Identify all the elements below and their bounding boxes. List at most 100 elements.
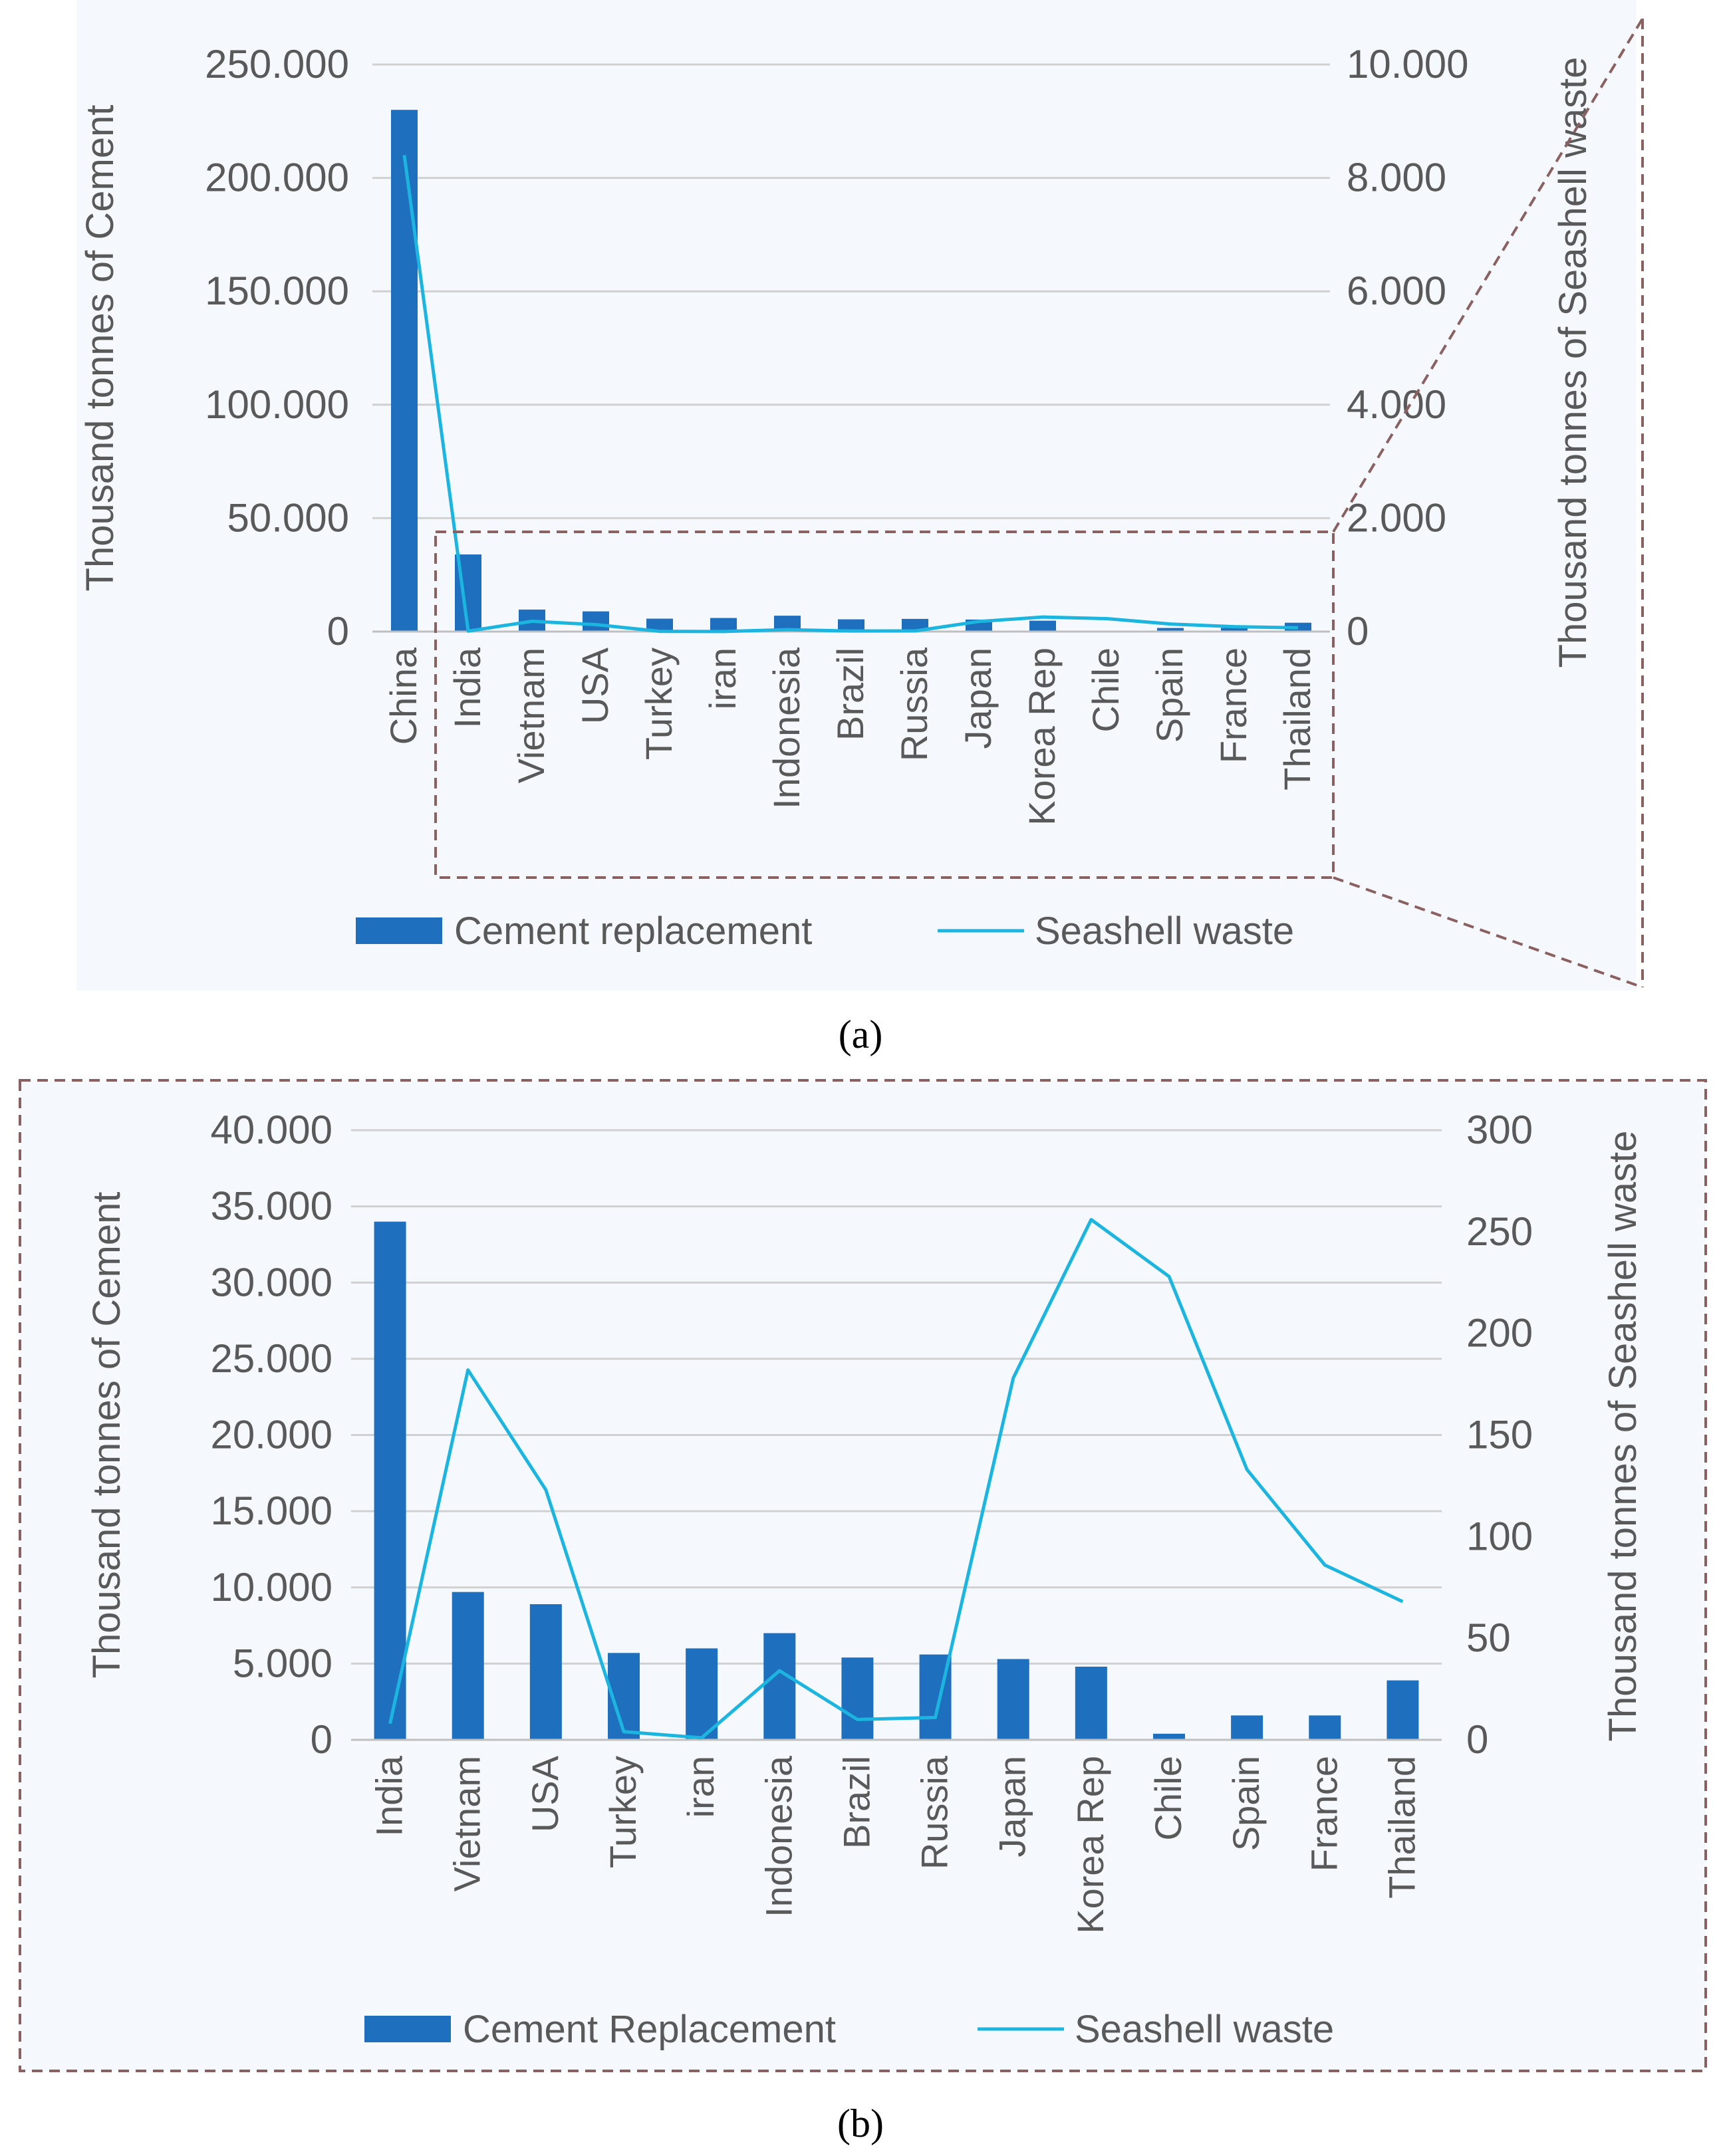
chart-a-left-tick-label: 250.000 <box>205 42 349 86</box>
chart-a-bar-turkey <box>646 618 673 632</box>
chart-b-category-label: Japan <box>992 1756 1033 1857</box>
chart-a-right-tick-label: 10.000 <box>1347 42 1469 86</box>
chart-a-background <box>76 0 1636 991</box>
chart-b-category-label: Korea Rep <box>1069 1756 1111 1934</box>
panel-label-b: (b) <box>837 2101 884 2145</box>
chart-b-legend-bar-swatch <box>364 2016 451 2042</box>
chart-a-right-tick-label: 6.000 <box>1347 269 1446 313</box>
chart-b-category-label: India <box>368 1755 410 1836</box>
chart-b-right-tick-label: 100 <box>1466 1514 1533 1558</box>
chart-a-right-tick-label: 2.000 <box>1347 495 1446 540</box>
chart-b-left-tick-label: 25.000 <box>210 1336 332 1381</box>
chart-b: 0 5.000 10.000 15.000 20.000 25.000 30.000 35.0… <box>19 1079 1707 2072</box>
chart-a-category-label: Brazil <box>829 648 871 741</box>
chart-a-bar-france <box>1221 628 1248 632</box>
chart-a-category-label: Chile <box>1085 648 1126 733</box>
chart-b-right-tick-label: 150 <box>1466 1413 1533 1457</box>
chart-a-bar-spain <box>1157 628 1184 632</box>
chart-b-left-tick-label: 15.000 <box>210 1489 332 1533</box>
chart-a-left-axis-title: Thousand tonnes of Cement <box>78 105 122 592</box>
zoom-connectors <box>434 17 1644 989</box>
chart-a-category-label: Turkey <box>638 648 680 760</box>
chart-b-category-label: Indonesia <box>757 1755 799 1917</box>
chart-a-bar-usa <box>583 611 609 632</box>
chart-a-category-label: Vietnam <box>510 648 552 783</box>
chart-a-category-label: Thailand <box>1276 648 1318 790</box>
chart-b-bar-india <box>374 1221 406 1740</box>
chart-b-bar-spain <box>1231 1715 1263 1740</box>
chart-a-category-label: China <box>382 647 424 745</box>
chart-a-category-label: Korea Rep <box>1021 648 1063 826</box>
chart-a-left-tick-label: 50.000 <box>227 495 349 540</box>
chart-a-bar-iran <box>710 618 737 632</box>
chart-b-right-tick-label: 0 <box>1466 1717 1488 1762</box>
chart-b-left-tick-label: 30.000 <box>210 1260 332 1304</box>
panel-label-a: (a) <box>838 1013 883 1056</box>
chart-b-bar-chile <box>1153 1733 1185 1740</box>
chart-b-category-label: iran <box>680 1756 722 1818</box>
chart-a-right-tick-label: 0 <box>1347 609 1369 654</box>
chart-a-category-label: India <box>446 647 488 728</box>
chart-b-background <box>20 1080 1706 2071</box>
chart-b-left-tick-label: 20.000 <box>210 1413 332 1457</box>
chart-b-legend-bar-label: Cement Replacement <box>463 2008 836 2051</box>
chart-b-category-label: Vietnam <box>446 1756 488 1891</box>
chart-a-left-tick-label: 0 <box>327 609 349 654</box>
chart-a-seashell-line <box>402 155 1299 634</box>
chart-a-category-label: USA <box>574 647 616 724</box>
chart-b-category-label: Chile <box>1147 1756 1189 1841</box>
chart-a-category-label: Indonesia <box>765 647 807 809</box>
chart-b-legend-line-label: Seashell waste <box>1075 2008 1334 2051</box>
chart-b-right-tick-label: 50 <box>1466 1616 1511 1660</box>
chart-b-bar-vietnam <box>452 1592 484 1740</box>
chart-b-category-label: Russia <box>914 1755 956 1869</box>
chart-b-left-tick-label: 0 <box>311 1717 332 1762</box>
chart-a-right-tick-label: 8.000 <box>1347 156 1446 200</box>
chart-a-category-label: iran <box>702 648 743 709</box>
chart-b-left-tick-label: 5.000 <box>233 1641 332 1685</box>
chart-b-bar-japan <box>997 1659 1029 1740</box>
zoom-connector-top <box>1332 17 1644 533</box>
chart-b-right-axis-title: Thousand tonnes of Seashell waste <box>1601 1131 1645 1742</box>
chart-a-legend-line-label: Seashell waste <box>1035 909 1294 953</box>
chart-a-legend-bar-label: Cement replacement <box>454 909 812 953</box>
chart-a-category-label: France <box>1212 648 1254 763</box>
chart-b-left-tick-label: 40.000 <box>210 1108 332 1152</box>
chart-b-bar-korea-rep <box>1075 1666 1107 1740</box>
chart-b-category-label: Brazil <box>835 1756 877 1849</box>
chart-b-left-tick-label: 10.000 <box>210 1565 332 1610</box>
chart-a-right-tick-label: 4.000 <box>1347 382 1446 427</box>
zoom-connector-bottom <box>1333 876 1643 989</box>
chart-b-bar-usa <box>529 1604 562 1740</box>
chart-a-left-tick-label: 100.000 <box>205 382 349 427</box>
chart-a-bar-indonesia <box>774 616 801 632</box>
chart-a-category-label: Japan <box>957 648 999 749</box>
chart-b-left-axis-title: Thousand tonnes of Cement <box>85 1192 128 1679</box>
chart-b-category-label: Spain <box>1225 1756 1267 1851</box>
chart-b-right-tick-label: 300 <box>1466 1108 1533 1152</box>
chart-a-legend-bar-swatch <box>356 917 442 944</box>
chart-b-bar-iran <box>686 1648 718 1740</box>
chart-a-bar-brazil <box>838 619 864 632</box>
chart-b-category-label: USA <box>524 1755 566 1832</box>
chart-a-category-label: Spain <box>1148 648 1190 743</box>
chart-b-category-label: Turkey <box>602 1756 644 1868</box>
chart-a-left-tick-label: 200.000 <box>205 156 349 200</box>
chart-b-right-tick-label: 250 <box>1466 1209 1533 1254</box>
chart-a-bar-china <box>391 110 418 632</box>
chart-b-bar-brazil <box>841 1657 874 1740</box>
chart-b-seashell-line <box>388 1217 1404 1740</box>
chart-b-bar-indonesia <box>763 1633 796 1740</box>
chart-b-category-label: Thailand <box>1381 1756 1422 1899</box>
chart-a-right-axis-title: Thousand tonnes of Seashell waste <box>1551 57 1595 668</box>
chart-b-right-tick-label: 200 <box>1466 1311 1533 1356</box>
chart-b-frame <box>19 1079 1707 2072</box>
chart-a-left-tick-label: 150.000 <box>205 269 349 313</box>
chart-a-category-label: Russia <box>893 647 935 761</box>
chart-a: 0 50.000 100.000 150.000 200.000 250.000 0 2.00… <box>76 0 1636 991</box>
chart-a-bar-korea-rep <box>1029 620 1056 632</box>
chart-b-bar-france <box>1309 1715 1341 1740</box>
chart-b-category-label: France <box>1303 1756 1345 1871</box>
chart-b-bar-thailand <box>1387 1680 1419 1740</box>
